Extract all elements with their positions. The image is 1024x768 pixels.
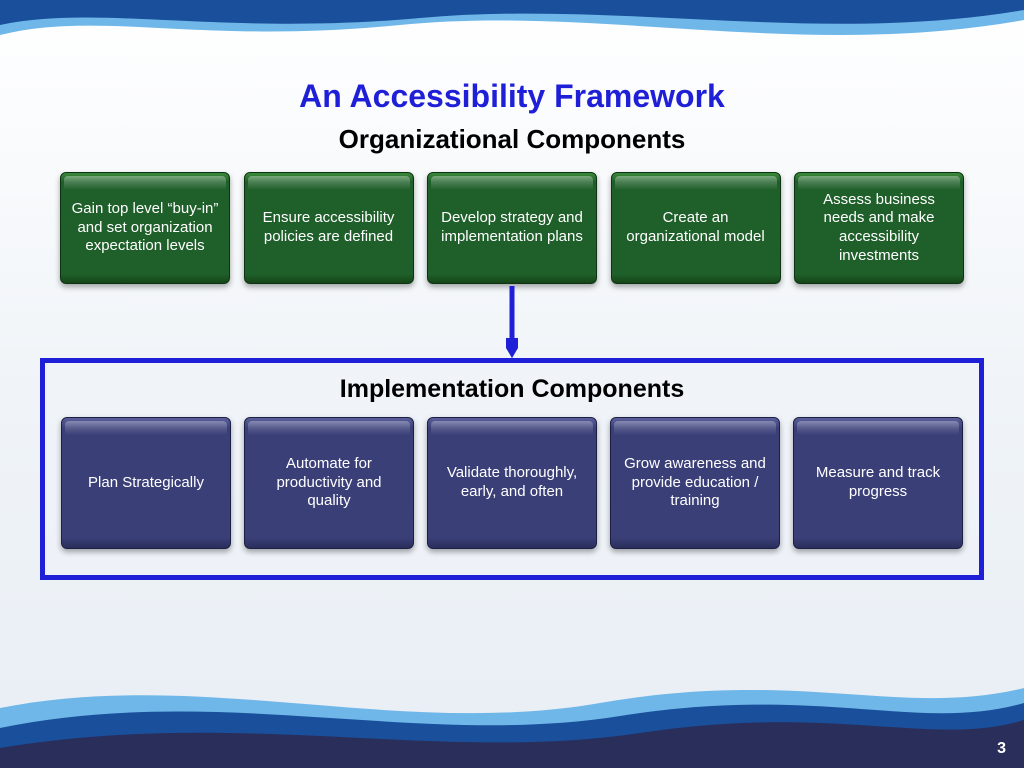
- org-box-3: Create an organizational model: [611, 172, 781, 284]
- wave-bottom-decoration: [0, 648, 1024, 768]
- impl-box-3: Grow awareness and provide education / t…: [610, 417, 780, 549]
- org-box-0: Gain top level “buy-in” and set organiza…: [60, 172, 230, 284]
- page-number: 3: [997, 740, 1006, 758]
- org-box-label: Gain top level “buy-in” and set organiza…: [69, 200, 221, 256]
- implementation-title: Implementation Components: [45, 375, 979, 404]
- org-box-label: Create an organizational model: [620, 209, 772, 247]
- implementation-row: Plan Strategically Automate for producti…: [61, 417, 963, 549]
- org-box-label: Ensure accessibility policies are define…: [253, 209, 405, 247]
- slide-title: An Accessibility Framework: [0, 78, 1024, 115]
- organizational-row: Gain top level “buy-in” and set organiza…: [60, 172, 964, 284]
- implementation-container: Implementation Components Plan Strategic…: [40, 358, 984, 580]
- org-box-label: Assess business needs and make accessibi…: [803, 191, 955, 266]
- impl-box-2: Validate thoroughly, early, and often: [427, 417, 597, 549]
- impl-box-label: Automate for productivity and quality: [253, 455, 405, 511]
- org-box-4: Assess business needs and make accessibi…: [794, 172, 964, 284]
- impl-box-4: Measure and track progress: [793, 417, 963, 549]
- impl-box-label: Plan Strategically: [88, 474, 204, 493]
- impl-box-label: Validate thoroughly, early, and often: [436, 464, 588, 502]
- wave-top-decoration: [0, 0, 1024, 80]
- org-box-label: Develop strategy and implementation plan…: [436, 209, 588, 247]
- impl-box-label: Measure and track progress: [802, 464, 954, 502]
- slide-subtitle: Organizational Components: [0, 124, 1024, 155]
- impl-box-label: Grow awareness and provide education / t…: [619, 455, 771, 511]
- impl-box-0: Plan Strategically: [61, 417, 231, 549]
- arrow-down-icon: [506, 286, 518, 358]
- org-box-2: Develop strategy and implementation plan…: [427, 172, 597, 284]
- impl-box-1: Automate for productivity and quality: [244, 417, 414, 549]
- org-box-1: Ensure accessibility policies are define…: [244, 172, 414, 284]
